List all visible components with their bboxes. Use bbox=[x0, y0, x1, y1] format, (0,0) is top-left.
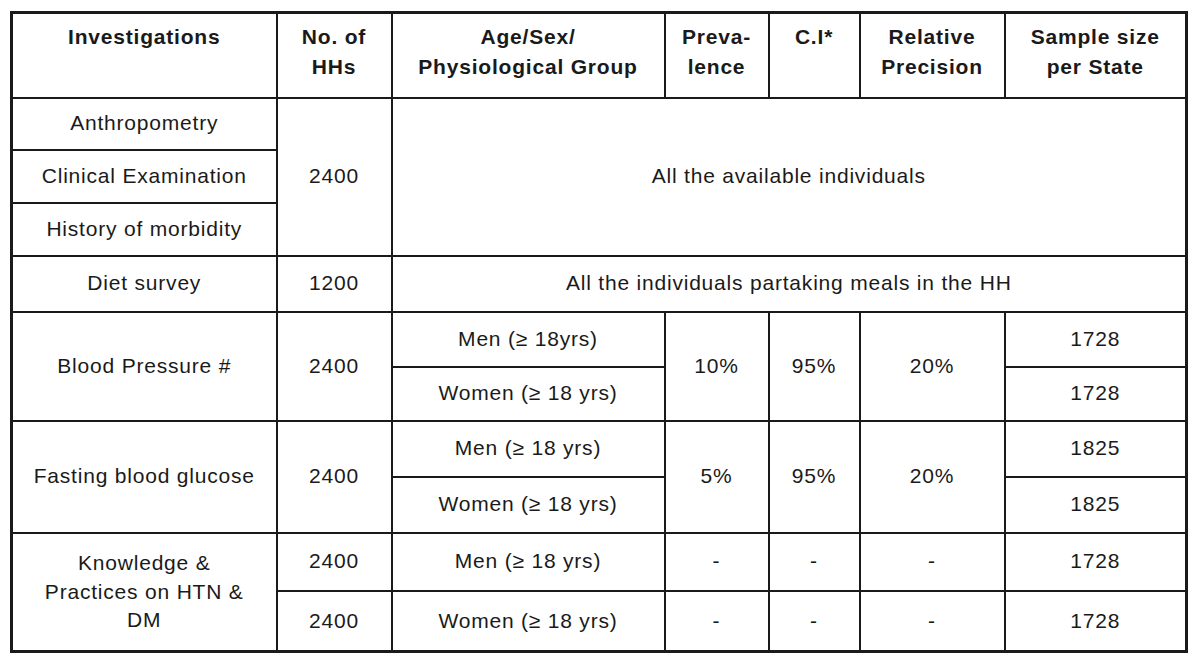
cell-kp-no-of-hhs-women: 2400 bbox=[277, 591, 392, 652]
cell-fbg-relative-precision: 20% bbox=[860, 421, 1005, 533]
cell-kp-sample-women: 1728 bbox=[1005, 591, 1187, 652]
row-anthropometry: Anthropometry 2400 All the available ind… bbox=[12, 98, 1187, 150]
cell-kp-sample-men: 1728 bbox=[1005, 533, 1187, 591]
cell-section1-no-of-hhs: 2400 bbox=[277, 98, 392, 256]
row-diet-survey: Diet survey 1200 All the individuals par… bbox=[12, 256, 1187, 312]
cell-diet-group-note: All the individuals partaking meals in t… bbox=[392, 256, 1187, 312]
cell-bp-prevalence: 10% bbox=[665, 312, 769, 421]
document-page: Investigations No. of HHs Age/Sex/ Physi… bbox=[0, 0, 1193, 665]
cell-kp-prevalence-men: - bbox=[665, 533, 769, 591]
cell-fbg-ci: 95% bbox=[769, 421, 860, 533]
cell-fbg-no-of-hhs: 2400 bbox=[277, 421, 392, 533]
cell-bp-sample-women: 1728 bbox=[1005, 367, 1187, 421]
header-relative-precision: Relative Precision bbox=[860, 13, 1005, 98]
cell-bp-no-of-hhs: 2400 bbox=[277, 312, 392, 421]
cell-bp-relative-precision: 20% bbox=[860, 312, 1005, 421]
cell-investigation-clinical-examination: Clinical Examination bbox=[12, 150, 277, 203]
header-sample-size: Sample size per State bbox=[1005, 13, 1187, 98]
cell-investigation-knowledge-practices: Knowledge & Practices on HTN & DM bbox=[12, 533, 277, 652]
header-row: Investigations No. of HHs Age/Sex/ Physi… bbox=[12, 13, 1187, 98]
header-investigations: Investigations bbox=[12, 13, 277, 98]
cell-investigation-fasting-glucose: Fasting blood glucose bbox=[12, 421, 277, 533]
cell-investigation-anthropometry: Anthropometry bbox=[12, 98, 277, 150]
cell-kp-relative-precision-women: - bbox=[860, 591, 1005, 652]
cell-fbg-prevalence: 5% bbox=[665, 421, 769, 533]
sample-size-table: Investigations No. of HHs Age/Sex/ Physi… bbox=[10, 11, 1188, 653]
cell-investigation-blood-pressure: Blood Pressure # bbox=[12, 312, 277, 421]
cell-fbg-sample-men: 1825 bbox=[1005, 421, 1187, 477]
cell-fbg-group-men: Men (≥ 18 yrs) bbox=[392, 421, 665, 477]
row-knowledge-practices-men: Knowledge & Practices on HTN & DM 2400 M… bbox=[12, 533, 1187, 591]
cell-investigation-diet-survey: Diet survey bbox=[12, 256, 277, 312]
cell-fbg-sample-women: 1825 bbox=[1005, 477, 1187, 533]
cell-diet-no-of-hhs: 1200 bbox=[277, 256, 392, 312]
cell-kp-prevalence-women: - bbox=[665, 591, 769, 652]
cell-kp-relative-precision-men: - bbox=[860, 533, 1005, 591]
row-blood-pressure-men: Blood Pressure # 2400 Men (≥ 18yrs) 10% … bbox=[12, 312, 1187, 367]
cell-bp-group-women: Women (≥ 18 yrs) bbox=[392, 367, 665, 421]
cell-kp-group-men: Men (≥ 18 yrs) bbox=[392, 533, 665, 591]
row-fasting-glucose-men: Fasting blood glucose 2400 Men (≥ 18 yrs… bbox=[12, 421, 1187, 477]
header-no-of-hhs: No. of HHs bbox=[277, 13, 392, 98]
cell-bp-sample-men: 1728 bbox=[1005, 312, 1187, 367]
cell-kp-ci-men: - bbox=[769, 533, 860, 591]
header-age-sex-group: Age/Sex/ Physiological Group bbox=[392, 13, 665, 98]
header-prevalence: Preva- lence bbox=[665, 13, 769, 98]
cell-kp-no-of-hhs-men: 2400 bbox=[277, 533, 392, 591]
cell-bp-ci: 95% bbox=[769, 312, 860, 421]
header-ci: C.I* bbox=[769, 13, 860, 98]
cell-kp-ci-women: - bbox=[769, 591, 860, 652]
cell-investigation-history-morbidity: History of morbidity bbox=[12, 203, 277, 256]
cell-kp-group-women: Women (≥ 18 yrs) bbox=[392, 591, 665, 652]
cell-section1-group-note: All the available individuals bbox=[392, 98, 1187, 256]
cell-bp-group-men: Men (≥ 18yrs) bbox=[392, 312, 665, 367]
cell-fbg-group-women: Women (≥ 18 yrs) bbox=[392, 477, 665, 533]
